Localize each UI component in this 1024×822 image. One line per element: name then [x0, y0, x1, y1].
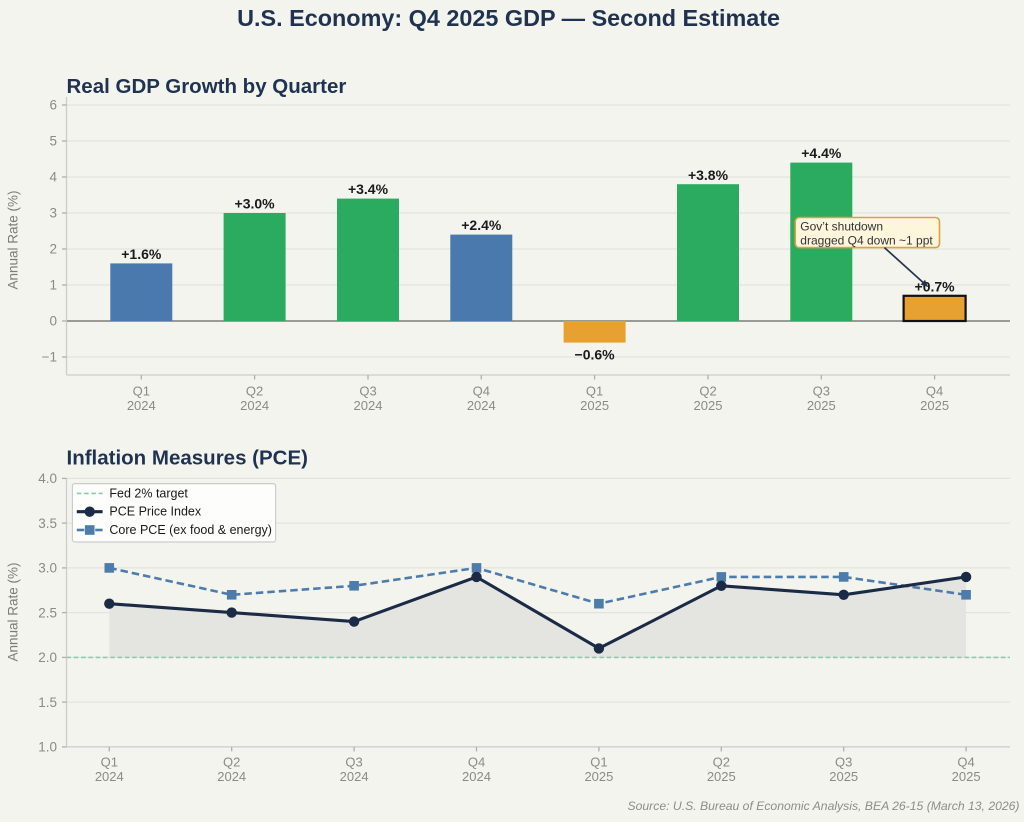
svg-text:Q3: Q3 [359, 384, 376, 399]
svg-text:2024: 2024 [240, 398, 269, 413]
svg-text:+3.4%: +3.4% [348, 181, 389, 197]
svg-text:dragged Q4 down ~1 ppt: dragged Q4 down ~1 ppt [800, 234, 933, 248]
svg-text:Q4: Q4 [957, 755, 974, 770]
svg-text:3: 3 [49, 206, 57, 221]
svg-text:Q2: Q2 [246, 384, 263, 399]
svg-text:+3.0%: +3.0% [235, 196, 276, 212]
svg-text:Q2: Q2 [713, 755, 730, 770]
svg-text:+2.4%: +2.4% [461, 217, 502, 233]
svg-text:Q2: Q2 [223, 755, 240, 770]
svg-text:4: 4 [49, 170, 57, 185]
svg-text:2025: 2025 [584, 769, 613, 784]
svg-text:1: 1 [49, 278, 57, 293]
svg-text:Annual Rate (%): Annual Rate (%) [6, 562, 21, 661]
svg-text:2024: 2024 [217, 769, 246, 784]
svg-text:+3.8%: +3.8% [688, 167, 729, 183]
svg-text:2025: 2025 [920, 398, 949, 413]
svg-text:1.5: 1.5 [38, 695, 57, 710]
svg-text:2024: 2024 [340, 769, 369, 784]
svg-text:2025: 2025 [694, 398, 723, 413]
svg-text:Q3: Q3 [835, 755, 852, 770]
svg-text:2025: 2025 [952, 769, 981, 784]
svg-text:2024: 2024 [95, 769, 124, 784]
svg-text:Q1: Q1 [590, 755, 607, 770]
svg-text:Annual Rate (%): Annual Rate (%) [6, 190, 21, 289]
svg-text:U.S. Economy: Q4 2025 GDP — Se: U.S. Economy: Q4 2025 GDP — Second Estim… [237, 5, 780, 31]
svg-text:Q3: Q3 [345, 755, 362, 770]
svg-text:2025: 2025 [807, 398, 836, 413]
svg-text:2024: 2024 [462, 769, 491, 784]
svg-text:2025: 2025 [829, 769, 858, 784]
svg-text:2.5: 2.5 [38, 605, 57, 620]
svg-text:2024: 2024 [354, 398, 383, 413]
svg-text:2: 2 [49, 242, 57, 257]
svg-text:Q1: Q1 [133, 384, 150, 399]
svg-text:−1: −1 [42, 350, 57, 365]
svg-text:4.0: 4.0 [38, 471, 57, 486]
svg-text:Source: U.S. Bureau of Economi: Source: U.S. Bureau of Economic Analysis… [628, 799, 1020, 813]
svg-text:Core PCE (ex food & energy): Core PCE (ex food & energy) [109, 523, 272, 537]
svg-text:0: 0 [49, 314, 57, 329]
svg-text:Q2: Q2 [699, 384, 716, 399]
svg-text:6: 6 [49, 98, 57, 113]
svg-text:2024: 2024 [467, 398, 496, 413]
svg-text:Q1: Q1 [101, 755, 118, 770]
svg-text:Q1: Q1 [586, 384, 603, 399]
svg-text:Inflation Measures (PCE): Inflation Measures (PCE) [67, 446, 309, 469]
svg-text:Gov’t shutdown: Gov’t shutdown [800, 220, 883, 234]
svg-text:2024: 2024 [127, 398, 156, 413]
svg-text:Real GDP Growth by Quarter: Real GDP Growth by Quarter [67, 75, 347, 98]
svg-text:3.5: 3.5 [38, 516, 57, 531]
svg-text:3.0: 3.0 [38, 561, 57, 576]
svg-text:+4.4%: +4.4% [801, 145, 842, 161]
svg-text:−0.6%: −0.6% [575, 347, 616, 363]
svg-text:Q4: Q4 [468, 755, 485, 770]
svg-text:Q3: Q3 [813, 384, 830, 399]
svg-text:1.0: 1.0 [38, 740, 57, 755]
svg-text:2.0: 2.0 [38, 650, 57, 665]
svg-text:2025: 2025 [580, 398, 609, 413]
svg-text:Q4: Q4 [926, 384, 943, 399]
svg-text:PCE Price Index: PCE Price Index [109, 505, 201, 519]
svg-text:2025: 2025 [707, 769, 736, 784]
svg-text:+1.6%: +1.6% [121, 246, 162, 262]
svg-text:Q4: Q4 [473, 384, 490, 399]
svg-text:Fed 2% target: Fed 2% target [109, 486, 188, 500]
svg-text:5: 5 [49, 134, 57, 149]
